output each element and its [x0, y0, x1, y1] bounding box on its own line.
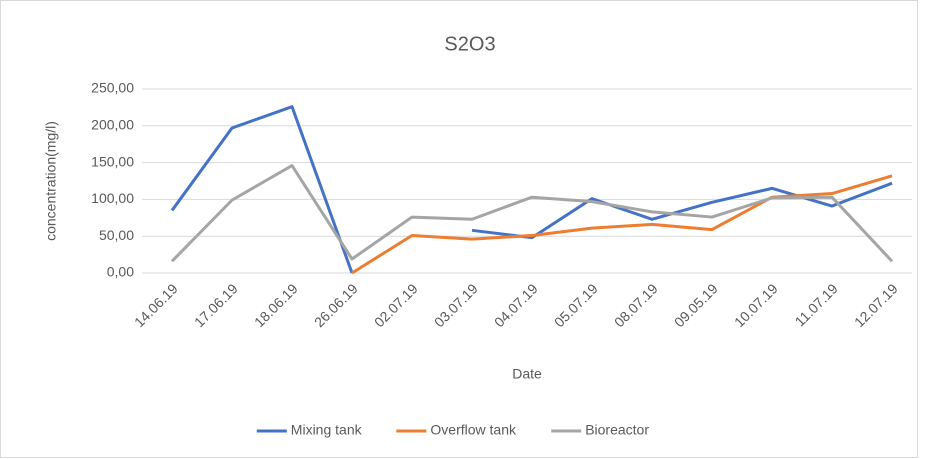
y-axis-label: concentration(mg/l) [43, 121, 59, 241]
legend-label: Bioreactor [585, 422, 649, 438]
y-tick-label: 150,00 [91, 153, 134, 169]
y-tick-label: 250,00 [91, 80, 134, 96]
y-tick-label: 200,00 [91, 117, 134, 133]
line-series [170, 105, 893, 274]
y-tick-label: 50,00 [99, 227, 134, 243]
chart-title: S2O3 [444, 33, 495, 55]
x-axis-label: Date [512, 366, 542, 382]
y-tick-label: 100,00 [91, 190, 134, 206]
legend-label: Overflow tank [430, 422, 517, 438]
legend-label: Mixing tank [291, 422, 363, 438]
line-series [170, 164, 894, 263]
y-tick-label: 0,00 [107, 264, 134, 280]
line-series [351, 174, 893, 275]
